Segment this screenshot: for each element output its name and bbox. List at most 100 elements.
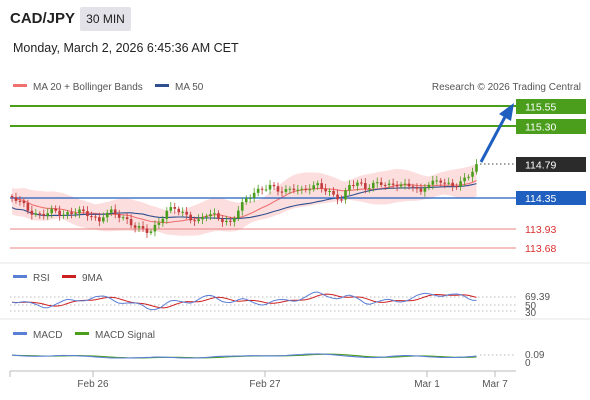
candle-body	[70, 212, 73, 215]
candle-body	[46, 213, 50, 216]
macd-legend-label: MACD	[33, 330, 62, 341]
r2-price-label-bg	[516, 99, 586, 114]
candle-body	[459, 181, 462, 187]
candle-body	[38, 213, 42, 215]
candle-body	[129, 219, 133, 226]
candle-body	[42, 213, 46, 216]
candle-body	[66, 212, 69, 215]
candle-body	[78, 209, 81, 214]
candle-body	[407, 183, 411, 187]
candle-body	[189, 214, 192, 221]
candle-body	[82, 209, 85, 212]
candle-body	[324, 188, 327, 192]
candle-body	[157, 222, 161, 225]
candle-body	[360, 182, 363, 184]
rsi-level-50: 50	[525, 301, 537, 312]
r1-price-label-bg	[516, 119, 586, 134]
candle-body	[213, 213, 216, 215]
candle-body	[411, 186, 415, 188]
candle-body	[268, 184, 272, 190]
candle-body	[383, 184, 387, 186]
candle-body	[244, 198, 248, 203]
candle-body	[264, 189, 268, 191]
candle-body	[252, 192, 256, 199]
candle-body	[153, 224, 157, 232]
candle-body	[276, 186, 280, 192]
candle-body	[185, 211, 188, 215]
current-price-label: 114.79	[525, 160, 556, 172]
research-credit: Research © 2026 Trading Central	[432, 82, 581, 93]
candle-body	[94, 216, 97, 218]
candle-body	[300, 188, 304, 190]
rsi-ma-line	[11, 293, 477, 309]
candle-body	[30, 210, 34, 215]
candle-body	[125, 217, 129, 220]
x-axis-label: Feb 27	[249, 379, 281, 390]
candle-body	[26, 203, 30, 211]
s1-price-label: 113.93	[525, 224, 556, 236]
candle-body	[145, 228, 149, 233]
candle-body	[308, 189, 312, 191]
candle-body	[201, 217, 204, 220]
candle-body	[320, 183, 323, 189]
bollinger-band	[12, 163, 477, 236]
x-axis-label: Mar 7	[482, 379, 508, 390]
candle-body	[280, 191, 284, 193]
x-axis-label: Mar 1	[414, 379, 440, 390]
candle-body	[14, 197, 18, 201]
candle-body	[415, 187, 419, 189]
candle-body	[137, 226, 141, 228]
macd-legend-swatch	[13, 332, 27, 335]
ma50-legend-label: MA 50	[175, 82, 204, 93]
candle-body	[225, 220, 228, 223]
candle-body	[256, 188, 260, 193]
candle-body	[439, 180, 443, 183]
interval-button[interactable]: 30 MIN	[80, 7, 131, 31]
candle-body	[368, 188, 371, 190]
candle-body	[395, 184, 399, 187]
datetime-label: Monday, March 2, 2026 6:45:36 AM CET	[13, 41, 239, 55]
candle-body	[340, 199, 343, 201]
candle-body	[10, 196, 14, 198]
candle-body	[364, 183, 367, 189]
candle-body	[379, 182, 383, 185]
macd-value-label: 0.09	[525, 350, 545, 361]
forecast-arrow-head	[499, 103, 514, 121]
ma20-legend-swatch	[13, 84, 27, 87]
candle-body	[62, 214, 65, 216]
candlesticks	[10, 159, 478, 238]
candle-body	[105, 212, 109, 218]
candle-body	[149, 231, 153, 233]
candle-body	[348, 185, 351, 191]
candle-body	[427, 184, 431, 188]
rsi-legend-label: RSI	[33, 273, 50, 284]
rsi-level-30: 30	[525, 308, 537, 319]
s2-price-label: 113.68	[525, 243, 556, 255]
pivot-price-label: 114.35	[525, 193, 556, 205]
candle-body	[98, 217, 101, 222]
candle-body	[197, 219, 200, 222]
candle-body	[375, 182, 379, 184]
macd-signal-legend-swatch	[75, 332, 89, 335]
candle-body	[248, 198, 252, 200]
candle-body	[205, 216, 208, 218]
candle-body	[217, 213, 220, 219]
candle-body	[292, 188, 296, 191]
candle-body	[50, 208, 53, 214]
candle-body	[141, 226, 145, 229]
candle-body	[169, 207, 173, 211]
ma20-legend-label: MA 20 + Bollinger Bands	[33, 82, 143, 93]
candle-body	[181, 211, 185, 213]
candle-body	[423, 187, 427, 192]
x-axis-label: Feb 26	[77, 379, 109, 390]
candle-body	[288, 188, 292, 190]
ma20-line	[11, 180, 477, 224]
rsi-ma-legend-label: 9MA	[82, 273, 103, 284]
candle-body	[240, 202, 244, 211]
r2-price-label: 115.55	[525, 102, 556, 114]
candle-body	[356, 182, 359, 186]
candle-body	[336, 194, 339, 200]
candle-body	[236, 210, 240, 219]
macd-zero-label: 0	[525, 358, 531, 369]
rsi-ma-legend-swatch	[62, 275, 76, 278]
